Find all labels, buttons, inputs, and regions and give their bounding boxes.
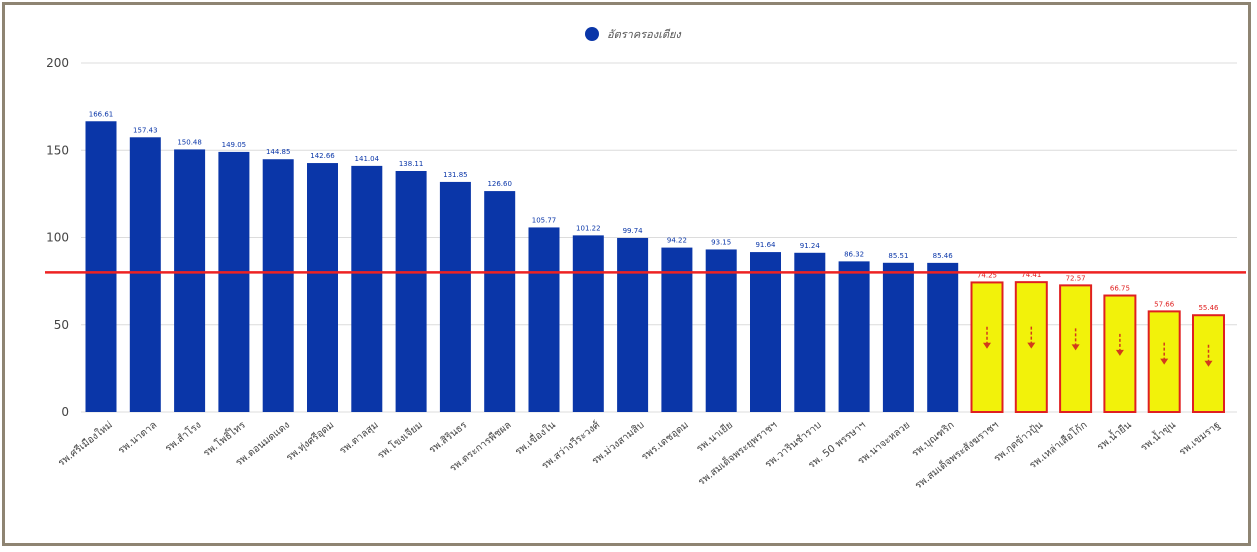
data-label: 86.32 (844, 250, 864, 258)
chart-legend: อัตราครองเตียง (585, 25, 681, 43)
x-tick-label: รพร.เดชอุดม (640, 420, 691, 463)
bar (85, 121, 117, 412)
bar (927, 262, 959, 412)
chart-frame: อัตราครองเตียง 200 150 100 50 0 166.61 รพ.ศรีเ… (2, 2, 1251, 546)
data-label: 57.66 (1154, 300, 1175, 308)
down-arrow-head-icon (1115, 349, 1124, 356)
bar (750, 252, 781, 412)
x-tick-label: รพ.ทุ่งศรีอุดม (284, 419, 337, 464)
x-tick-label: รพ.โขงเจียม (374, 418, 425, 461)
data-label: 131.85 (443, 171, 468, 179)
bar (218, 151, 250, 412)
data-label: 101.22 (576, 224, 601, 232)
bar (617, 237, 649, 412)
bar (129, 137, 161, 412)
x-tick-label: รพ.ศรีเมืองใหม่ (56, 419, 115, 469)
data-label: 138.11 (399, 160, 424, 168)
data-label: 166.61 (89, 110, 114, 118)
data-label: 85.51 (888, 252, 908, 260)
data-label: 144.85 (266, 148, 291, 156)
x-tick-label: รพ.สมเด็จพระยุพราชฯ (694, 417, 779, 488)
bar (395, 170, 427, 412)
y-tick-label: 100 (46, 231, 69, 245)
x-tick-label: รพ.ตาลสุม (338, 420, 381, 457)
data-label: 99.74 (623, 227, 644, 235)
data-label: 149.05 (222, 141, 247, 149)
x-tick-label: รพ.นาตาล (116, 420, 159, 457)
y-tick-label: 50 (54, 318, 69, 332)
bar (661, 247, 693, 412)
data-label: 93.15 (711, 238, 731, 246)
bar (794, 252, 826, 412)
x-tick-label: รพ.สำโรง (162, 418, 204, 454)
data-label: 74.41 (1021, 271, 1041, 279)
bar (705, 249, 737, 412)
data-label: 72.57 (1066, 274, 1086, 282)
highlighted-bar (1147, 310, 1181, 413)
bar (838, 261, 870, 412)
data-label: 105.77 (532, 216, 557, 224)
x-tick-label: รพ.เขมราฐ (1177, 420, 1222, 459)
bar (439, 181, 471, 412)
y-tick-label: 150 (46, 143, 69, 157)
bar (484, 191, 516, 412)
data-label: 141.04 (355, 155, 380, 163)
bar (882, 262, 914, 412)
bar (528, 227, 560, 412)
x-tick-label: รพ.น้ำขุ่น (1137, 417, 1178, 454)
bar-chart: 200 150 100 50 0 166.61 รพ.ศรีเมืองใหม่ 157.43 ร… (45, 56, 1246, 492)
data-label: 150.48 (177, 138, 202, 146)
x-tick-label: รพ.น้ำยืน (1093, 417, 1133, 453)
down-arrow-head-icon (1204, 360, 1213, 367)
bar (262, 159, 294, 412)
x-tick-label: รพ.นาเยีย (694, 419, 735, 455)
bar (307, 163, 338, 412)
x-tick-label: รพ.สิรินธร (427, 419, 470, 456)
legend-marker (585, 27, 599, 41)
x-tick-label: รพ.โพธิ์ไทร (200, 417, 249, 459)
down-arrow-head-icon (1160, 358, 1169, 365)
data-label: 55.46 (1198, 304, 1219, 312)
bar (572, 235, 604, 412)
data-label: 85.46 (933, 252, 954, 260)
x-tick-label: รพ.เขื่องใน (511, 417, 558, 458)
legend-label: อัตราครองเตียง (607, 28, 681, 41)
bar (174, 149, 206, 412)
data-label: 74.25 (977, 271, 997, 279)
data-label: 142.66 (310, 152, 335, 160)
data-label: 157.43 (133, 126, 158, 134)
data-label: 94.22 (667, 237, 687, 245)
down-arrow-head-icon (1027, 342, 1036, 349)
bar (351, 165, 383, 412)
down-arrow-head-icon (1071, 344, 1080, 351)
data-label: 91.64 (755, 241, 776, 249)
y-tick-label: 0 (61, 405, 69, 419)
y-tick-label: 200 (46, 56, 69, 70)
data-label: 91.24 (800, 242, 821, 250)
data-label: 66.75 (1110, 285, 1130, 293)
down-arrow-head-icon (983, 342, 991, 349)
data-label: 126.60 (487, 180, 512, 188)
